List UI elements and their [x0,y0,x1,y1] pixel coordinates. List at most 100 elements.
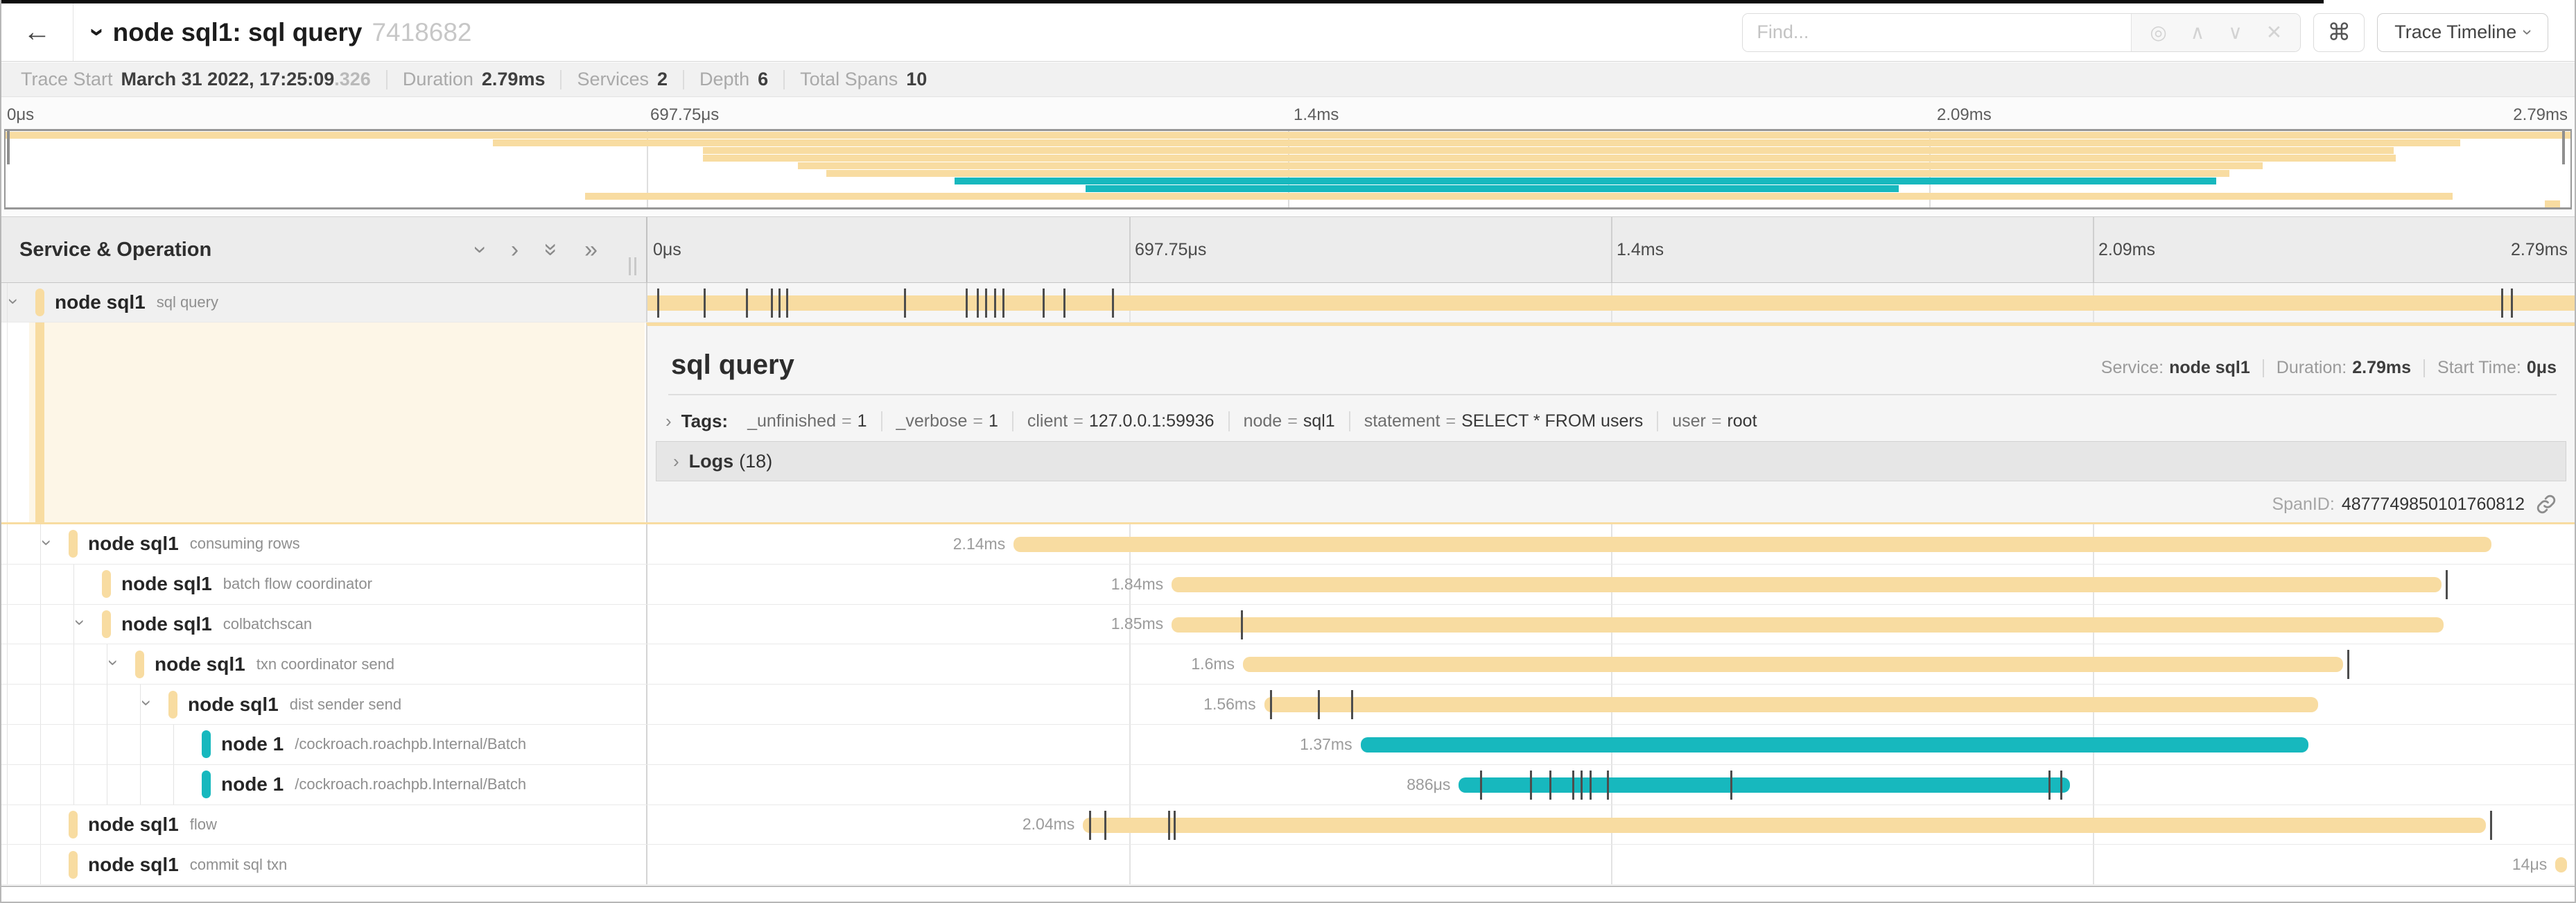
chevron-down-icon[interactable]: › [467,246,494,254]
span-tree-item[interactable]: node 1/cockroach.roachpb.Internal/Batch [1,724,646,764]
span-bar[interactable] [1360,737,2309,752]
span-timeline-cell[interactable]: 2.04ms [646,805,2575,845]
log-event-tick[interactable] [1269,690,1272,720]
log-event-tick[interactable] [2060,770,2062,800]
find-clear-icon[interactable]: ✕ [2265,22,2283,43]
span-bar[interactable] [1013,537,2492,552]
span-tree-item[interactable]: node sql1 batch flow coordinator [1,564,646,604]
log-event-tick[interactable] [2501,289,2504,318]
span-timeline-cell[interactable] [646,283,2575,322]
log-event-tick[interactable] [786,289,789,318]
log-event-tick[interactable] [2347,650,2349,680]
minimap-left-scrub-handle[interactable] [7,131,10,164]
span-timeline-cell[interactable]: 1.85ms [646,604,2575,644]
crosshair-icon[interactable]: ◎ [2150,22,2167,43]
collapse-header-icon[interactable]: › [82,28,112,37]
log-event-tick[interactable] [1318,690,1321,720]
keyboard-shortcuts-button[interactable]: ⌘ [2313,12,2365,52]
log-event-tick[interactable] [2511,289,2514,318]
log-event-tick[interactable] [1580,770,1583,800]
span-bar[interactable] [1243,657,2344,673]
span-timeline-cell[interactable]: 1.37ms [646,724,2575,764]
indent-guide [73,685,74,724]
span-tree-item[interactable]: › node sql1 sql query [1,283,646,322]
log-event-tick[interactable] [1730,770,1733,800]
span-timeline-cell[interactable]: 1.84ms [646,564,2575,604]
log-event-tick[interactable] [1042,289,1045,318]
log-event-tick[interactable] [984,289,987,318]
tag-equals: = [1287,411,1298,431]
logs-row[interactable]: › Logs (18) [656,441,2566,481]
log-event-tick[interactable] [1173,810,1176,840]
log-event-tick[interactable] [977,289,980,318]
log-event-tick[interactable] [1530,770,1533,800]
log-event-tick[interactable] [1549,770,1552,800]
collapse-span-icon[interactable]: › [37,533,69,555]
span-tree-item[interactable]: node 1/cockroach.roachpb.Internal/Batch [1,764,646,805]
span-bar[interactable] [1172,617,2444,633]
double-chevron-down-icon[interactable]: » [538,243,565,257]
span-bar[interactable] [1083,817,2487,833]
log-event-tick[interactable] [778,289,781,318]
span-timeline-cell[interactable]: 1.6ms [646,644,2575,685]
log-event-tick[interactable] [965,289,968,318]
log-event-tick[interactable] [2445,569,2448,599]
span-tree-item[interactable]: node sql1 commit sql txn [1,845,646,885]
start-time-value: 0μs [2526,358,2557,377]
log-event-tick[interactable] [1002,289,1004,318]
span-tree-item[interactable]: node sql1 flow [1,805,646,845]
find-next-icon[interactable]: ∨ [2228,22,2243,43]
log-event-tick[interactable] [656,289,659,318]
span-timeline-cell[interactable]: 14μs [646,845,2575,885]
tags-row[interactable]: › Tags: _unfinished = 1 _verbose = 1 client = 12… [665,405,1771,437]
log-event-tick[interactable] [1350,690,1353,720]
log-event-tick[interactable] [1572,770,1575,800]
duration-label: Duration: [2276,358,2347,377]
log-event-tick[interactable] [1104,810,1106,840]
span-bar[interactable] [1264,697,2319,713]
find-prev-icon[interactable]: ∧ [2190,22,2205,43]
span-tree-item[interactable]: › node sql1 dist sender send [1,685,646,724]
log-event-tick[interactable] [745,289,748,318]
log-event-tick[interactable] [1088,810,1091,840]
log-event-tick[interactable] [1479,770,1482,800]
log-event-tick[interactable] [994,289,997,318]
log-event-tick[interactable] [1167,810,1170,840]
span-timeline-cell[interactable]: 1.56ms [646,685,2575,724]
minimap-right-scrub-handle[interactable] [2562,131,2565,164]
minimap-span-bar [703,147,2394,154]
span-tree-item[interactable]: › node sql1 txn coordinator send [1,644,646,685]
span-tree-item[interactable]: › node sql1 colbatchscan [1,604,646,644]
collapse-span-icon[interactable]: › [103,653,135,675]
span-tree-item[interactable]: › node sql1 consuming rows [1,524,646,564]
minimap-canvas[interactable] [4,129,2572,209]
log-event-tick[interactable] [1241,610,1244,639]
copy-link-icon[interactable] [2536,494,2557,515]
span-bar[interactable] [647,295,2575,311]
log-event-tick[interactable] [2489,810,2492,840]
log-event-tick[interactable] [2048,770,2051,800]
log-event-tick[interactable] [1111,289,1114,318]
chevron-right-icon[interactable]: › [510,237,519,263]
span-bar[interactable] [1172,576,2442,592]
collapse-span-icon[interactable]: › [137,694,168,715]
span-timeline-cell[interactable]: 2.14ms [646,524,2575,564]
log-event-tick[interactable] [903,289,906,318]
log-event-tick[interactable] [1590,770,1592,800]
log-event-tick[interactable] [1607,770,1610,800]
collapse-span-icon[interactable]: › [70,613,102,635]
column-resizer[interactable] [629,257,636,275]
double-chevron-right-icon[interactable]: » [584,237,598,263]
span-bar[interactable] [2555,857,2567,873]
indent-guide [7,764,8,805]
log-event-tick[interactable] [1063,289,1066,318]
trace-view-selector[interactable]: Trace Timeline › [2377,12,2548,52]
back-button[interactable]: ← [1,3,73,61]
span-bar[interactable] [1459,777,2070,793]
span-timeline-cell[interactable]: 886μs [646,764,2575,805]
log-event-tick[interactable] [770,289,773,318]
find-input[interactable] [1743,13,2132,51]
log-event-tick[interactable] [703,289,706,318]
collapse-span-icon[interactable]: › [3,292,35,313]
